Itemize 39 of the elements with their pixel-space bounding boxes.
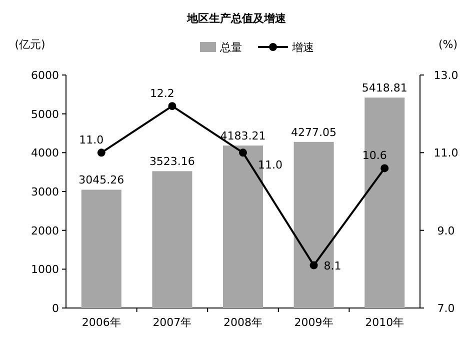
data-label: 10.6	[362, 149, 387, 162]
x-tick-label: 2006年	[82, 316, 121, 329]
point	[239, 148, 247, 157]
y-tick-label: 3000	[31, 186, 59, 198]
data-label: 3523.16	[149, 155, 195, 168]
legend-label: 增速	[291, 41, 314, 54]
y-tick-label: 4000	[31, 146, 59, 160]
y2-tick-label: 9.0	[437, 224, 455, 238]
bar	[81, 190, 122, 308]
data-label: 8.1	[324, 259, 342, 272]
point	[97, 148, 106, 157]
x-tick-label: 2009年	[294, 316, 334, 329]
y2-tick-label: 11.0	[434, 146, 458, 160]
point	[168, 102, 176, 110]
data-label: 12.2	[150, 87, 174, 100]
data-label: 11.0	[79, 134, 104, 147]
data-label: 4183.21	[220, 130, 266, 143]
y2-axis-title: (%)	[438, 38, 458, 51]
bar	[364, 98, 405, 308]
data-label: 11.0	[258, 158, 282, 172]
y-tick-label: 2000	[31, 224, 59, 238]
y-tick-label: 5000	[31, 108, 59, 121]
point	[380, 164, 389, 172]
bar	[152, 171, 192, 308]
y2-tick-label: 13.0	[434, 69, 458, 82]
data-label: 4277.05	[291, 126, 337, 139]
y-tick-label: 0	[52, 302, 59, 315]
y2-tick-label: 7.0	[437, 302, 455, 315]
y-tick-label: 1000	[31, 263, 59, 276]
y-axis-title: (亿元)	[14, 38, 46, 51]
chart-title: 地区生产总值及增速	[186, 12, 287, 25]
x-tick-label: 2010年	[365, 316, 404, 329]
x-tick-label: 2007年	[152, 316, 192, 329]
x-tick-label: 2008年	[224, 316, 262, 329]
legend-label: 总量	[219, 41, 242, 54]
y-tick-label: 6000	[31, 69, 59, 82]
data-label: 3045.26	[78, 174, 124, 187]
data-label: 5418.81	[362, 82, 408, 95]
point	[310, 261, 318, 270]
